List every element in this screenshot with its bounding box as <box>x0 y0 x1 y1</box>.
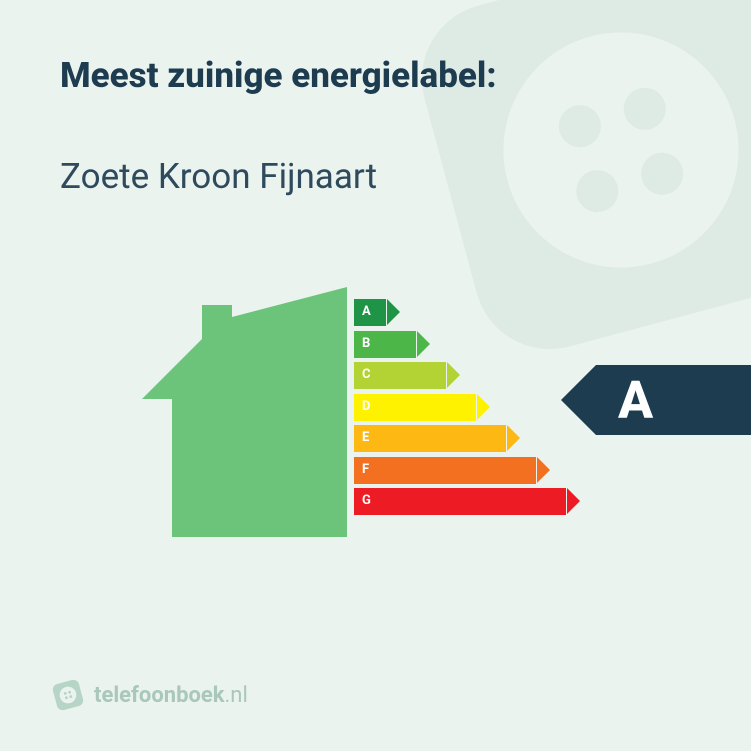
energy-bar-e: E <box>354 425 566 452</box>
footer-brand-light: .nl <box>225 683 248 708</box>
energy-bar-f: F <box>354 457 566 484</box>
bar-label: A <box>362 304 371 319</box>
footer-logo-icon <box>48 675 87 714</box>
indicator-arrow <box>561 365 596 435</box>
footer: telefoonboek.nl <box>52 679 248 711</box>
bar-body: F <box>354 457 536 484</box>
house-icon <box>142 287 347 537</box>
bar-body: G <box>354 488 566 515</box>
bar-label: D <box>362 399 370 414</box>
footer-text: telefoonboek.nl <box>94 683 248 708</box>
bar-body: E <box>354 425 506 452</box>
energy-bar-b: B <box>354 331 566 358</box>
energy-label-card: Meest zuinige energielabel: Zoete Kroon … <box>0 0 751 751</box>
bar-body: D <box>354 394 476 421</box>
energy-bars: A B C D E F G <box>354 299 566 520</box>
energy-bar-c: C <box>354 362 566 389</box>
footer-brand-bold: telefoonboek <box>94 683 225 708</box>
bar-body: B <box>354 331 416 358</box>
indicator-letter: A <box>618 370 653 431</box>
energy-bar-g: G <box>354 488 566 515</box>
bar-label: B <box>362 336 370 351</box>
bar-label: E <box>362 430 369 445</box>
energy-bar-d: D <box>354 394 566 421</box>
energy-bar-a: A <box>354 299 566 326</box>
bar-label: G <box>362 493 371 508</box>
rating-indicator: A <box>561 365 751 435</box>
bar-label: F <box>362 462 369 477</box>
card-subtitle: Zoete Kroon Fijnaart <box>60 156 691 197</box>
bar-body: A <box>354 299 386 326</box>
indicator-body: A <box>596 365 751 435</box>
bar-body: C <box>354 362 446 389</box>
card-title: Meest zuinige energielabel: <box>60 55 691 96</box>
bar-label: C <box>362 367 371 382</box>
